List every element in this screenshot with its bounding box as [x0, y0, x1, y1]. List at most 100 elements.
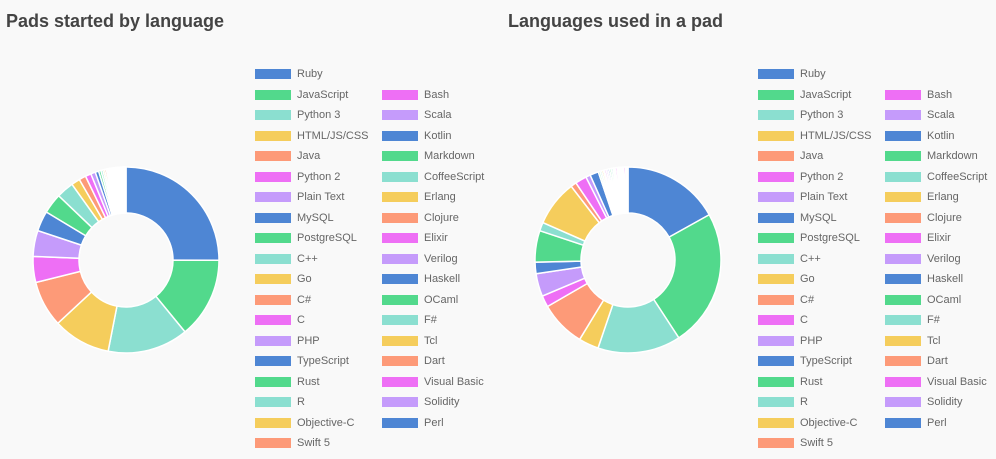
legend-item[interactable]: Rust: [758, 375, 823, 389]
legend-item[interactable]: Solidity: [382, 395, 459, 409]
legend-item[interactable]: Bash: [382, 88, 449, 102]
legend-item[interactable]: MySQL: [255, 211, 334, 225]
slice-javascript[interactable]: [652, 213, 722, 339]
legend-swatch: [255, 274, 291, 284]
legend-item[interactable]: Java: [255, 149, 320, 163]
legend-item[interactable]: Tcl: [885, 334, 940, 348]
legend-item[interactable]: Verilog: [885, 252, 961, 266]
legend-item[interactable]: JavaScript: [255, 88, 348, 102]
legend-item[interactable]: Solidity: [885, 395, 962, 409]
legend-item[interactable]: Elixir: [382, 231, 448, 245]
legend-item[interactable]: Python 3: [758, 108, 843, 122]
legend-item[interactable]: Haskell: [382, 272, 460, 286]
legend-swatch: [382, 151, 418, 161]
legend-item[interactable]: C++: [758, 252, 821, 266]
legend-item[interactable]: R: [758, 395, 808, 409]
legend-item[interactable]: Dart: [382, 354, 445, 368]
legend-item[interactable]: C#: [758, 293, 814, 307]
legend-item[interactable]: C: [758, 313, 808, 327]
legend-item[interactable]: CoffeeScript: [382, 170, 484, 184]
legend-item[interactable]: Objective-C: [255, 416, 354, 430]
legend-item[interactable]: Ruby: [758, 67, 826, 81]
legend-item[interactable]: Plain Text: [255, 190, 345, 204]
legend-item[interactable]: Go: [255, 272, 312, 286]
legend-label: Clojure: [424, 211, 459, 224]
legend-item[interactable]: Markdown: [885, 149, 978, 163]
legend-item[interactable]: Swift 5: [758, 436, 833, 450]
legend-item[interactable]: Python 2: [758, 170, 843, 184]
legend-label: Haskell: [424, 273, 461, 285]
legend-item[interactable]: Rust: [255, 375, 320, 389]
legend-item[interactable]: R: [255, 395, 305, 409]
chart-title-pads-started: Pads started by language: [6, 11, 225, 31]
legend-item[interactable]: HTML/JS/CSS: [255, 129, 369, 143]
legend-item[interactable]: Perl: [885, 416, 947, 430]
legend-swatch: [382, 89, 418, 100]
legend-swatch: [255, 253, 291, 264]
legend-label: Scala: [424, 109, 452, 121]
legend-item[interactable]: CoffeeScript: [885, 170, 987, 184]
legend-item[interactable]: TypeScript: [758, 354, 852, 368]
legend-item[interactable]: Erlang: [885, 190, 959, 204]
legend-item[interactable]: TypeScript: [255, 354, 349, 368]
legend-item[interactable]: HTML/JS/CSS: [758, 129, 872, 143]
legend-label: Python 3: [297, 109, 341, 121]
legend-item[interactable]: Plain Text: [758, 190, 848, 204]
slice-perl[interactable]: [626, 166, 629, 214]
legend-item[interactable]: Kotlin: [885, 129, 955, 143]
legend-label: HTML/JS/CSS: [800, 129, 872, 142]
donut-chart-languages-used: [534, 166, 722, 354]
legend-item[interactable]: Swift 5: [255, 436, 330, 450]
legend-item[interactable]: OCaml: [382, 293, 458, 307]
legend-item[interactable]: C#: [255, 293, 311, 307]
legend-item[interactable]: Java: [758, 149, 823, 163]
legend-item[interactable]: Python 3: [255, 108, 340, 122]
legend-item[interactable]: F#: [885, 313, 940, 327]
legend-item[interactable]: F#: [382, 313, 437, 327]
legend-item[interactable]: Verilog: [382, 252, 458, 266]
legend-swatch: [382, 253, 418, 264]
legend-swatch: [382, 376, 418, 387]
legend-swatch: [885, 151, 921, 161]
legend-item[interactable]: Clojure: [885, 211, 962, 225]
legend-item[interactable]: Markdown: [382, 149, 475, 163]
legend-item[interactable]: Kotlin: [382, 129, 452, 143]
legend-label: Verilog: [424, 252, 458, 265]
legend-swatch: [255, 294, 291, 305]
legend-item[interactable]: Ruby: [255, 67, 323, 81]
legend-swatch: [382, 294, 418, 305]
legend-item[interactable]: Clojure: [382, 211, 459, 225]
legend-item[interactable]: Scala: [885, 108, 955, 122]
legend-item[interactable]: Perl: [382, 416, 444, 430]
slice-perl[interactable]: [124, 166, 127, 214]
legend-swatch: [885, 110, 921, 120]
legend-item[interactable]: Dart: [885, 354, 948, 368]
legend-item[interactable]: Elixir: [885, 231, 951, 245]
legend-item[interactable]: Visual Basic: [885, 375, 987, 389]
legend-item[interactable]: Bash: [885, 88, 952, 102]
legend-item[interactable]: Erlang: [382, 190, 456, 204]
legend-label: Kotlin: [424, 129, 452, 142]
legend-item[interactable]: OCaml: [885, 293, 961, 307]
legend-item[interactable]: Objective-C: [758, 416, 857, 430]
legend-item[interactable]: Haskell: [885, 272, 963, 286]
legend-item[interactable]: MySQL: [758, 211, 837, 225]
legend-item[interactable]: PostgreSQL: [758, 231, 860, 245]
legend-item[interactable]: Visual Basic: [382, 375, 484, 389]
legend-item[interactable]: C: [255, 313, 305, 327]
legend-item[interactable]: Python 2: [255, 170, 340, 184]
legend-label: TypeScript: [297, 355, 349, 367]
legend-item[interactable]: Tcl: [382, 334, 437, 348]
slice-ruby[interactable]: [125, 166, 220, 261]
legend-item[interactable]: Scala: [382, 108, 452, 122]
legend-label: Ruby: [800, 68, 826, 80]
legend-swatch: [382, 192, 418, 202]
legend-swatch: [382, 212, 418, 223]
legend-label: Objective-C: [800, 416, 858, 429]
legend-item[interactable]: JavaScript: [758, 88, 851, 102]
legend-item[interactable]: Go: [758, 272, 815, 286]
legend-item[interactable]: PHP: [255, 334, 320, 348]
legend-item[interactable]: PostgreSQL: [255, 231, 357, 245]
legend-item[interactable]: PHP: [758, 334, 823, 348]
legend-item[interactable]: C++: [255, 252, 318, 266]
